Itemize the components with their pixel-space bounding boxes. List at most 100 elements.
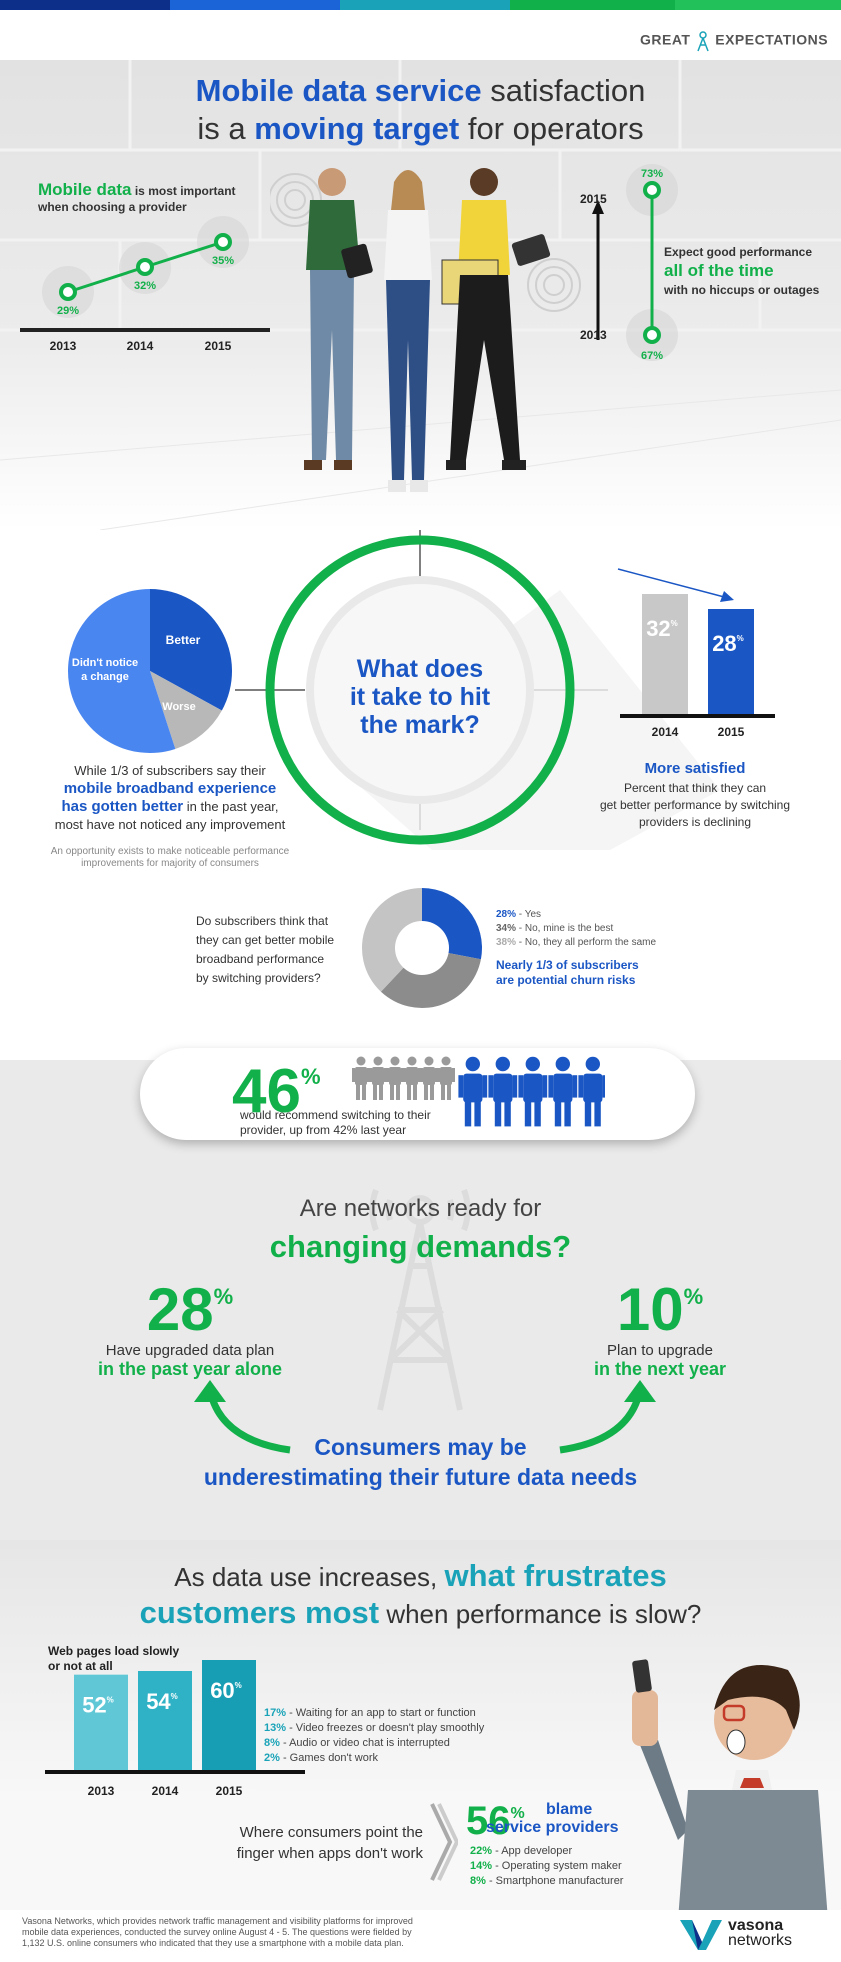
recommend-line2: provider, up from 42% last year — [240, 1123, 407, 1137]
improvement-pie-chart: Better Worse Didn't notice a change — [67, 589, 232, 753]
vasona-logo-word2: networks — [728, 1932, 793, 1949]
switching-question: Do subscribers think that they can get b… — [196, 912, 334, 988]
improvement-line1: While 1/3 of subscribers say their — [74, 763, 266, 778]
web-pages-bar-2015 — [202, 1660, 256, 1770]
footer-line3: 1,132 U.S. online consumers who indicate… — [22, 1938, 404, 1948]
switching-legend: 28% - Yes 34% - No, mine is the best 38%… — [496, 908, 656, 950]
demands-right-line2: in the next year — [593, 1359, 727, 1379]
importance-value-2015: 35% — [212, 255, 234, 267]
finger-chevron-icon — [430, 1803, 458, 1881]
frustrated-man-illustration — [632, 1659, 828, 1920]
web-pages-xlabel-2013: 2013 — [88, 1784, 115, 1798]
frustrates-title-pre: As data use increases, — [174, 1562, 445, 1592]
person-icon-highlighted — [458, 1056, 488, 1127]
target-inner — [314, 584, 526, 796]
recommend-text: would recommend switching to their provi… — [240, 1108, 431, 1138]
expectation-value-2015: 73% — [641, 168, 663, 180]
expectation-point-2015 — [643, 181, 661, 199]
finger-line2: finger when apps don't work — [236, 1845, 423, 1862]
demands-left-num: 28 — [146, 1276, 214, 1343]
expectation-value-2013: 67% — [641, 350, 663, 362]
underestimate-line1: Consumers may be — [314, 1434, 527, 1460]
left-stat-text: Mobile data is most important when choos… — [38, 180, 236, 214]
target-ring — [265, 535, 575, 845]
expectation-vertical-chart: 67% 73% — [592, 164, 678, 362]
pie-label-didnt-1: Didn't notice — [72, 657, 138, 669]
person-icon-highlighted — [578, 1056, 605, 1127]
importance-point-2013 — [59, 283, 77, 301]
more-satisfied-line1: Percent that think they can — [623, 781, 767, 795]
footer-text: Vasona Networks, which provides network … — [22, 1916, 413, 1949]
person-woman-white-top — [384, 170, 432, 492]
importance-value-2013: 29% — [57, 305, 79, 317]
person-icon — [437, 1056, 455, 1100]
improvement-line2: mobile broadband experience — [63, 780, 277, 797]
demands-right-line1: Plan to upgrade — [607, 1342, 713, 1359]
hero-title-bold1: Mobile data service — [195, 73, 482, 108]
recommend-people — [352, 1056, 605, 1127]
improvement-slice-1 — [150, 671, 222, 749]
more-satisfied-line2: get better performance by switching — [599, 798, 791, 812]
more-satisfied-text: More satisfied Percent that think they c… — [580, 760, 810, 831]
importance-value-2014: 32% — [134, 280, 156, 292]
donut-hole — [395, 921, 449, 975]
person-icon — [420, 1056, 438, 1100]
person-icon-highlighted — [548, 1056, 578, 1127]
arrow-right-head — [624, 1380, 656, 1402]
blame-line2: service providers — [486, 1819, 619, 1836]
switching-donut-chart — [361, 888, 482, 1008]
improvement-note2: improvements for majority of consumers — [81, 858, 259, 869]
frustration-list: 17% - Waiting for an app to start or fun… — [264, 1706, 484, 1766]
switching-legend-yes: 28% - Yes — [496, 909, 542, 920]
stripe-3 — [340, 0, 510, 10]
web-pages-bar-2013 — [74, 1674, 128, 1770]
person-man-green-shirt — [304, 168, 373, 470]
switching-legend-same: 38% - No, they all perform the same — [496, 937, 657, 948]
switching-legend-mine: 34% - No, mine is the best — [496, 923, 614, 934]
frustrates-title-bold2: customers most — [139, 1595, 380, 1630]
improvement-line4: most have not noticed any improvement — [54, 817, 286, 832]
blame-item-2: 14% - Operating system maker — [470, 1860, 622, 1872]
switching-q1: Do subscribers think that — [196, 914, 329, 928]
importance-xlabel-2013: 2013 — [50, 339, 77, 353]
switching-q3: broadband performance — [196, 952, 325, 966]
improvement-text: While 1/3 of subscribers say their mobil… — [20, 762, 320, 834]
person-icon — [386, 1056, 404, 1100]
importance-point-2014 — [136, 258, 154, 276]
blame-item-3: 8% - Smartphone manufacturer — [470, 1875, 624, 1887]
demands-left-line1: Have upgraded data plan — [105, 1342, 275, 1359]
web-pages-xlabel-2014: 2014 — [152, 1784, 179, 1798]
mark-center-line2: it take to hit — [349, 683, 491, 711]
person-icon — [403, 1056, 421, 1100]
improvement-line3-rest: in the past year, — [183, 799, 279, 814]
frustrates-title-bold1: what frustrates — [444, 1558, 667, 1593]
hero-title-rest1: satisfaction — [481, 73, 646, 108]
demands-left-line2: in the past year alone — [97, 1359, 283, 1379]
blame-line1: blame — [546, 1801, 593, 1818]
demands-title1: Are networks ready for — [299, 1195, 542, 1222]
satisfaction-bar-2014 — [642, 594, 688, 714]
hero-title-rest2: for operators — [459, 111, 644, 146]
footer-line1: Vasona Networks, which provides network … — [22, 1916, 413, 1926]
recommend-line1: would recommend switching to their — [240, 1108, 431, 1122]
pie-label-didnt-2: a change — [81, 671, 129, 683]
stripe-4 — [510, 0, 675, 10]
mark-center-line3: the mark? — [360, 711, 480, 739]
left-stat-line2: when choosing a provider — [38, 200, 187, 214]
mark-section-graphics — [235, 530, 720, 850]
underestimate-line2: underestimating their future data needs — [203, 1464, 638, 1490]
brand-expectations: EXPECTATIONS — [715, 31, 829, 48]
frustrates-title-rest: when performance is slow? — [379, 1599, 702, 1629]
web-pages-bar-2014 — [138, 1671, 192, 1770]
person-icon — [352, 1056, 370, 1100]
importance-xlabel-2015: 2015 — [205, 339, 232, 353]
demands-left: 28% Have upgraded data plan in the past … — [60, 1265, 320, 1380]
blame-list: 22% - App developer 14% - Operating syst… — [470, 1844, 623, 1889]
person-man-yellow-shirt — [441, 168, 551, 470]
right-axis-label-top: 2015 — [580, 192, 607, 206]
satisfaction-xlabel-2014: 2014 — [652, 725, 679, 739]
underestimate-text: Consumers may be underestimating their f… — [0, 1432, 841, 1492]
churn-text: Nearly 1/3 of subscribers are potential … — [496, 958, 639, 988]
frustration-item-1: 17% - Waiting for an app to start or fun… — [264, 1707, 476, 1719]
signal-ripples — [270, 173, 581, 312]
